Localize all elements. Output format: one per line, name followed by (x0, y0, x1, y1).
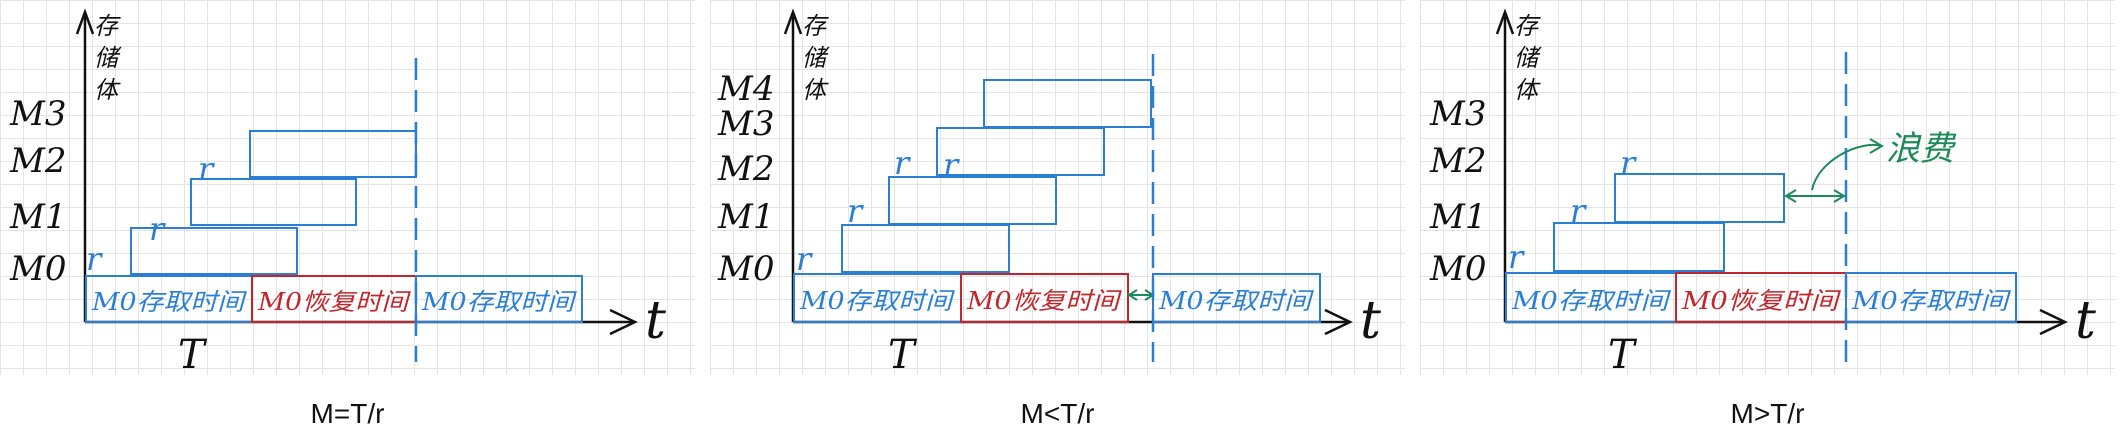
panel-m-equal: 存 储 体 M3 M2 M1 M0 t T r r r M0存取时间 M0恢复时… (0, 0, 695, 378)
waste-gap-arrowhead-right (1833, 189, 1846, 203)
label-m0: M0 (9, 249, 66, 289)
time-label: t (645, 291, 666, 351)
y-axis-title-2: 储 (802, 44, 830, 72)
block-m2 (888, 176, 1057, 225)
block-m4 (983, 79, 1152, 128)
block-m2 (1614, 173, 1785, 223)
y-axis-title-2: 储 (1514, 44, 1542, 72)
label-m2: M2 (9, 141, 66, 181)
panel-m-less: 存 储 体 M4 M3 M2 M1 M0 t T r r r r M0存取时间 … (710, 0, 1405, 378)
m0-recover-label: M0恢复时间 (966, 287, 1122, 315)
y-axis-arrowhead (783, 8, 803, 35)
label-m1: M1 (717, 197, 774, 237)
block-m3 (249, 130, 417, 178)
label-m3: M3 (1429, 94, 1486, 134)
waste-pointer-arrow (1811, 143, 1883, 191)
y-axis-title-3: 体 (1514, 76, 1541, 104)
label-m2: M2 (1429, 141, 1486, 181)
label-m0: M0 (717, 249, 774, 289)
tick-r-2: r (1570, 192, 1587, 230)
m0-access-label: M0存取时间 (1511, 287, 1672, 315)
y-axis-title-1: 存 (1514, 12, 1541, 40)
label-m0: M0 (1429, 249, 1486, 289)
label-m3: M3 (717, 104, 774, 144)
y-axis-title-1: 存 (94, 12, 121, 40)
tick-r-2: r (149, 210, 166, 248)
m0-access-label: M0存取时间 (91, 288, 247, 316)
period-label: T (1608, 332, 1638, 378)
period-label: T (178, 332, 208, 378)
waste-gap-arrowhead-left (1784, 189, 1797, 203)
period-label: T (888, 332, 918, 378)
block-m3 (936, 127, 1105, 176)
m0-access-next-label: M0存取时间 (1851, 287, 2012, 315)
label-m4: M4 (717, 69, 774, 109)
tick-r-3: r (198, 150, 215, 188)
y-axis-arrowhead (1495, 8, 1515, 35)
label-m2: M2 (717, 149, 774, 189)
caption-m-less: M<T/r (1020, 398, 1095, 429)
block-m2 (190, 178, 357, 226)
m0-recover-label: M0恢复时间 (1681, 287, 1842, 315)
timing-diagram-m-equal: 存 储 体 M3 M2 M1 M0 t T r r r M0存取时间 M0恢复时… (9, 8, 666, 378)
waste-pointer-arrowhead (1869, 138, 1884, 154)
m0-access-label: M0存取时间 (799, 287, 955, 315)
caption-m-equal: M=T/r (310, 398, 385, 429)
y-axis-title-1: 存 (802, 12, 829, 40)
x-axis-arrowhead (1324, 308, 1353, 336)
block-m1 (841, 224, 1010, 273)
y-axis-arrowhead (75, 8, 95, 35)
timing-diagram-m-less: 存 储 体 M4 M3 M2 M1 M0 t T r r r r M0存取时间 … (717, 8, 1381, 378)
tick-r-1: r (796, 240, 813, 278)
x-axis-arrowhead (609, 308, 638, 336)
tick-r-1: r (86, 240, 103, 278)
time-label: t (1360, 291, 1381, 351)
tick-r-3: r (894, 144, 911, 182)
tick-r-2: r (847, 192, 864, 230)
tick-r-1: r (1508, 238, 1525, 276)
block-m0-recover (960, 273, 1129, 323)
tick-r-4: r (943, 146, 960, 184)
y-axis-title-3: 体 (802, 76, 829, 104)
block-m1 (130, 227, 298, 275)
time-label: t (2075, 291, 2096, 351)
caption-m-greater: M>T/r (1730, 398, 1805, 429)
m0-access-next-label: M0存取时间 (421, 288, 577, 316)
tick-r-3: r (1620, 144, 1637, 182)
x-axis-arrowhead (2039, 308, 2068, 336)
panel-m-greater: 存 储 体 M3 M2 M1 M0 t T r r r M0存取时间 M0恢复时… (1420, 0, 2115, 378)
m0-access-next-label: M0存取时间 (1158, 287, 1314, 315)
label-m3: M3 (9, 94, 66, 134)
timing-diagram-m-greater: 存 储 体 M3 M2 M1 M0 t T r r r M0存取时间 M0恢复时… (1429, 8, 2096, 378)
label-m1: M1 (9, 197, 66, 237)
waste-label: 浪费 (1886, 129, 1957, 169)
y-axis-title-3: 体 (94, 76, 121, 104)
m0-recover-label: M0恢复时间 (257, 288, 411, 316)
idle-gap-arrowhead-left (1127, 289, 1138, 301)
block-m1 (1553, 222, 1725, 272)
y-axis-title-2: 储 (94, 44, 122, 72)
label-m1: M1 (1429, 197, 1486, 237)
